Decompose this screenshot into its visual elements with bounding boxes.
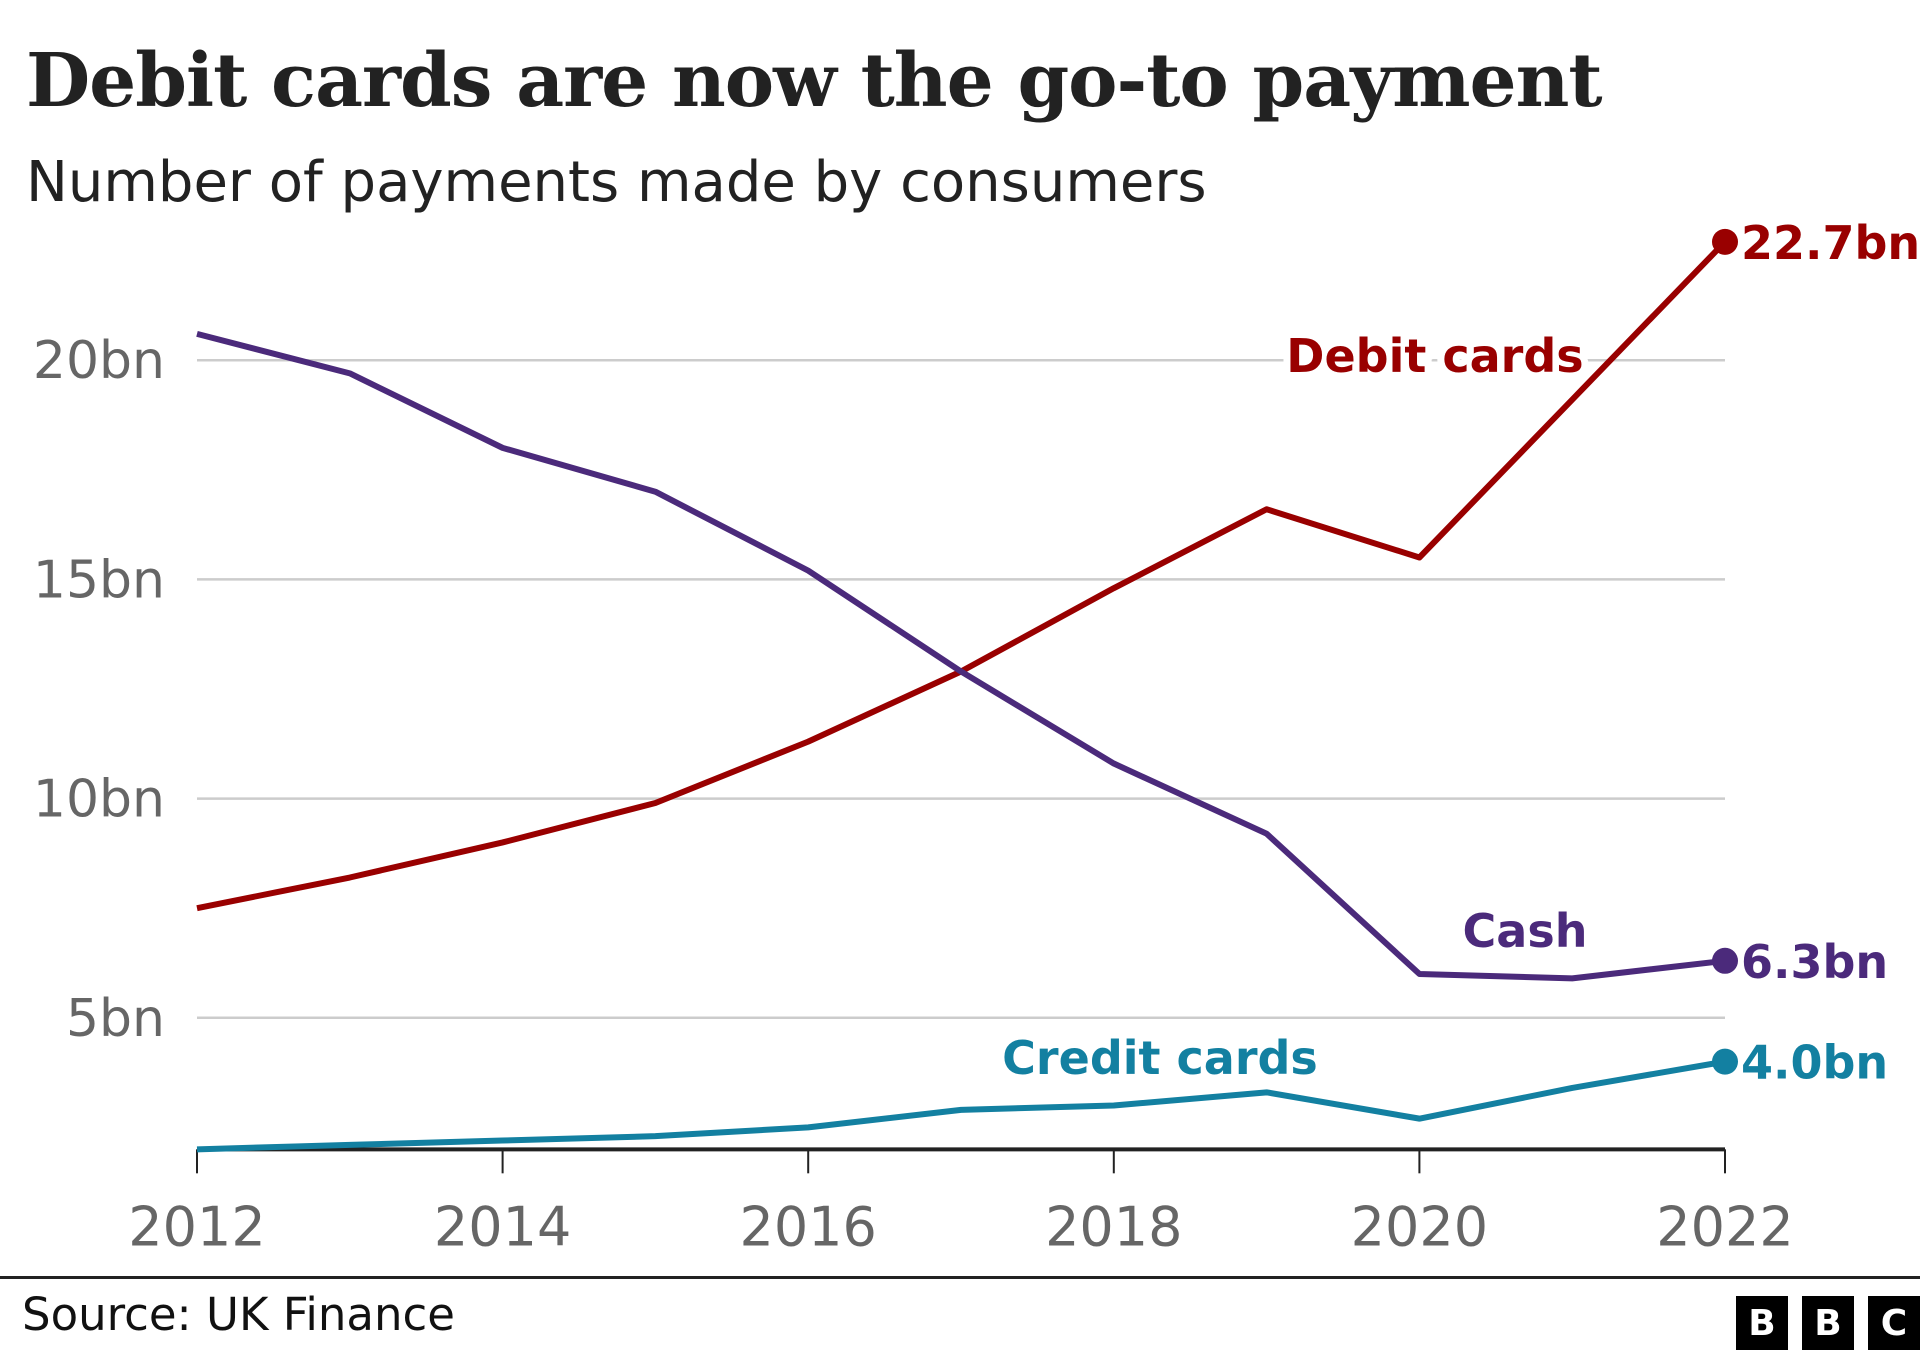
end-value-label: 6.3bn — [1741, 935, 1888, 989]
end-value-label: 4.0bn — [1741, 1036, 1888, 1090]
series-line-credit-cards — [196, 1058, 1726, 1153]
x-tick-label: 2012 — [128, 1195, 265, 1258]
y-tick-label: 5bn — [66, 989, 165, 1049]
series-label: Credit cards — [1002, 1031, 1318, 1085]
chart-title: Debit cards are now the go-to payment — [26, 38, 1603, 124]
x-tick-label: 2014 — [434, 1195, 571, 1258]
y-tick-label: 15bn — [33, 550, 165, 610]
series-label: Debit cards — [1286, 329, 1583, 383]
x-tick-label: 2018 — [1045, 1195, 1182, 1258]
bbc-logo: B B C — [1736, 1296, 1920, 1350]
x-tick-label: 2022 — [1656, 1195, 1793, 1258]
end-point-marker — [1712, 947, 1738, 974]
x-tick-label: 2020 — [1351, 1195, 1488, 1258]
bbc-logo-letter: C — [1868, 1296, 1920, 1350]
end-point-marker — [1712, 1048, 1738, 1075]
series-line-cash — [196, 330, 1726, 982]
x-tick-label: 2016 — [739, 1195, 876, 1258]
footer-divider — [0, 1276, 1920, 1279]
end-value-label: 22.7bn — [1741, 216, 1920, 270]
y-tick-label: 10bn — [33, 770, 165, 830]
series-label: Cash — [1463, 904, 1588, 958]
bbc-logo-letter: B — [1802, 1296, 1854, 1350]
end-point-marker — [1712, 228, 1738, 255]
source-note: Source: UK Finance — [22, 1288, 455, 1341]
bbc-logo-letter: B — [1736, 1296, 1788, 1350]
y-tick-label: 20bn — [33, 331, 165, 391]
chart-subtitle: Number of payments made by consumers — [26, 150, 1207, 215]
